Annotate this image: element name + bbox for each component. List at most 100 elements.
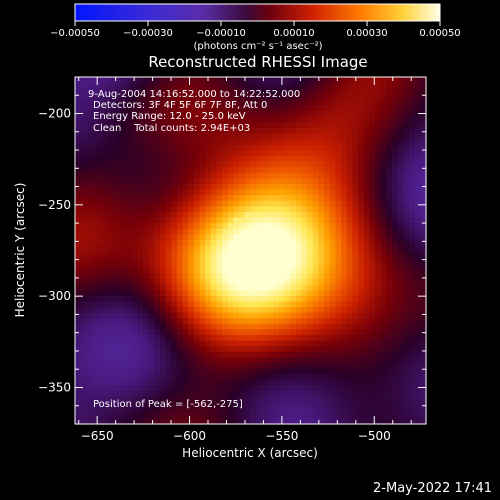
heatmap-cell xyxy=(375,149,382,156)
heatmap-cell xyxy=(199,384,206,392)
heatmap-cell xyxy=(154,390,161,397)
heatmap-cell xyxy=(125,362,133,369)
heatmap-cell xyxy=(420,93,427,100)
heatmap-cell xyxy=(312,144,320,151)
heatmap-cell xyxy=(91,149,99,156)
heatmap-cell xyxy=(352,412,359,420)
heatmap-cell xyxy=(75,160,82,168)
heatmap-cell xyxy=(222,138,229,145)
heatmap-cell xyxy=(346,250,353,257)
heatmap-cell xyxy=(397,93,404,100)
heatmap-cell xyxy=(369,289,376,296)
heatmap-cell xyxy=(97,407,104,414)
heatmap-cell xyxy=(188,396,195,403)
heatmap-cell xyxy=(256,396,263,403)
heatmap-cell xyxy=(375,379,382,386)
heatmap-cell xyxy=(188,149,195,156)
colorbar-ticks: −0.00050 −0.00030 −0.00010 0.00010 0.00030 0.… xyxy=(50,21,461,39)
heatmap-cell xyxy=(256,356,263,364)
heatmap-cell xyxy=(324,328,331,336)
heatmap-cell xyxy=(352,317,359,324)
heatmap-cell xyxy=(142,261,150,268)
heatmap-cell xyxy=(165,88,172,95)
heatmap-cell xyxy=(420,99,427,106)
heatmap-cell xyxy=(142,250,150,257)
heatmap-cell xyxy=(318,155,325,162)
heatmap-cell xyxy=(290,396,297,403)
heatmap-cell xyxy=(210,138,218,145)
heatmap-cell xyxy=(86,351,93,358)
heatmap-cell xyxy=(108,396,116,403)
heatmap-cell xyxy=(131,132,138,140)
heatmap-cell xyxy=(120,110,127,117)
heatmap-cell xyxy=(205,200,212,207)
heatmap-cell xyxy=(154,396,161,403)
heatmap-cell xyxy=(312,312,320,319)
heatmap-cell xyxy=(233,278,240,285)
heatmap-cell xyxy=(114,121,121,128)
heatmap-cell xyxy=(239,300,246,308)
heatmap-cell xyxy=(307,272,314,280)
heatmap-cell xyxy=(120,323,127,330)
heatmap-cell xyxy=(80,317,87,324)
heatmap-cell xyxy=(233,138,240,145)
heatmap-cell xyxy=(205,272,212,280)
heatmap-cell xyxy=(301,407,308,414)
heatmap-cell xyxy=(199,82,206,89)
heatmap-cell xyxy=(114,239,121,246)
heatmap-cell xyxy=(278,228,286,235)
heatmap-cell xyxy=(210,317,218,324)
heatmap-cell xyxy=(312,239,320,246)
heatmap-cell xyxy=(137,99,144,106)
heatmap-cell xyxy=(312,418,320,425)
heatmap-cell xyxy=(233,82,240,89)
heatmap-cell xyxy=(261,82,269,89)
heatmap-cell xyxy=(97,300,104,308)
heatmap-cell xyxy=(369,244,376,252)
heatmap-cell xyxy=(369,194,376,201)
heatmap-cell xyxy=(182,88,189,95)
heatmap-cell xyxy=(131,149,138,156)
heatmap-cell xyxy=(261,233,269,240)
heatmap-cell xyxy=(205,82,212,89)
heatmap-cell xyxy=(131,373,138,380)
heatmap-cell xyxy=(210,194,218,201)
heatmap-cell xyxy=(290,160,297,168)
heatmap-cell xyxy=(210,368,218,375)
heatmap-cell xyxy=(346,351,353,358)
heatmap-cell xyxy=(397,323,404,330)
heatmap-cell xyxy=(86,205,93,212)
heatmap-cell xyxy=(267,132,274,140)
heatmap-cell xyxy=(341,194,348,201)
heatmap-cell xyxy=(199,373,206,380)
heatmap-cell xyxy=(165,390,172,397)
heatmap-cell xyxy=(148,340,155,347)
heatmap-cell xyxy=(358,188,365,196)
heatmap-cell xyxy=(91,88,99,95)
heatmap-cell xyxy=(188,244,195,252)
heatmap-cell xyxy=(295,239,303,246)
heatmap-cell xyxy=(244,356,252,364)
heatmap-cell xyxy=(261,356,269,364)
heatmap-cell xyxy=(414,127,421,134)
heatmap-cell xyxy=(205,351,212,358)
heatmap-cell xyxy=(261,412,269,420)
heatmap-cell xyxy=(148,211,155,218)
heatmap-cell xyxy=(188,300,195,308)
heatmap-cell xyxy=(346,328,353,336)
heatmap-cell xyxy=(346,300,353,308)
heatmap-cell xyxy=(137,368,144,375)
heatmap-cell xyxy=(239,160,246,168)
heatmap-cell xyxy=(307,188,314,196)
heatmap-cell xyxy=(369,396,376,403)
heatmap-cell xyxy=(346,401,353,408)
heatmap-cell xyxy=(80,216,87,224)
heatmap-cell xyxy=(380,323,387,330)
heatmap-cell xyxy=(142,200,150,207)
heatmap-cell xyxy=(154,256,161,263)
heatmap-cell xyxy=(329,121,337,128)
heatmap-cell xyxy=(142,384,150,392)
heatmap-cell xyxy=(278,312,286,319)
heatmap-cell xyxy=(120,88,127,95)
heatmap-cell xyxy=(233,211,240,218)
